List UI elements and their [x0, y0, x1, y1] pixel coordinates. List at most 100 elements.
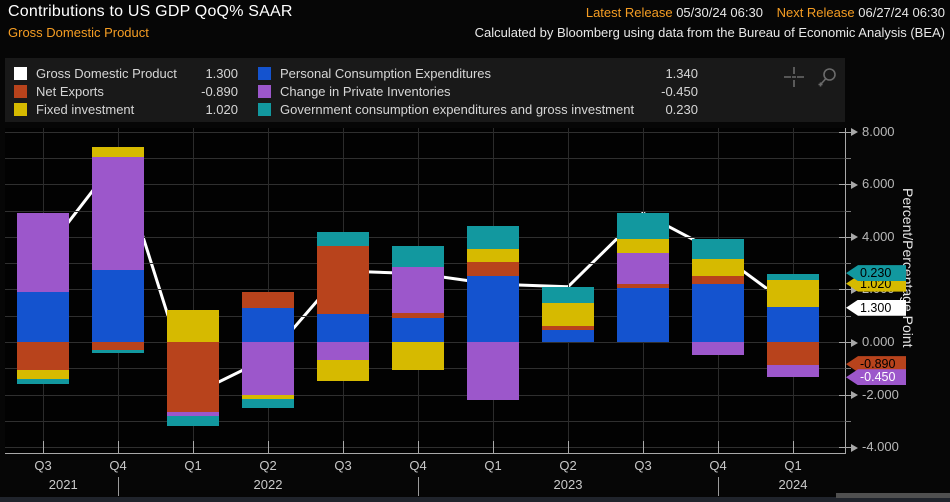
y-tick-label: 0.000	[862, 334, 895, 349]
bar-segment-pce	[392, 318, 444, 342]
legend-item-government-consumption-expenditures[interactable]: Government consumption expenditures and …	[258, 100, 698, 118]
bar-segment-inventories	[692, 342, 744, 356]
x-axis-tick	[268, 441, 269, 453]
y-tick-minor	[845, 157, 851, 159]
legend-item-net-exports[interactable]: Net Exports -0.890	[14, 82, 238, 100]
bar-segment-net-exports	[242, 292, 294, 308]
x-year-label-2024: 2024	[778, 477, 808, 492]
legend-value: 1.020	[205, 101, 238, 117]
bar-segment-inventories	[317, 342, 369, 361]
x-axis-tick	[193, 441, 194, 453]
bar-segment-pce	[467, 276, 519, 342]
release-info: Latest Release 05/30/24 06:30 Next Relea…	[586, 5, 945, 20]
legend-item-fixed-investment[interactable]: Fixed investment 1.020	[14, 100, 238, 118]
y-tick-label: 4.000	[862, 228, 895, 244]
x-quarter-label: Q4	[109, 458, 127, 473]
next-release-label: Next Release	[776, 5, 855, 20]
bar-segment-pce	[317, 314, 369, 342]
bar-segment-inventories	[767, 365, 819, 378]
bar-segment-net-exports	[767, 342, 819, 366]
bar-segment-government	[92, 349, 144, 353]
y-tick-arrow	[851, 443, 858, 452]
legend-item-change-in-private[interactable]: Change in Private Inventories -0.450	[258, 82, 698, 100]
legend-swatch	[14, 84, 27, 98]
y-tick-label: 6.000	[862, 176, 895, 192]
latest-release-value: 05/30/24 06:30	[676, 5, 763, 20]
bar-segment-fixed-investment	[17, 369, 69, 379]
x-quarter-label: Q3	[334, 458, 352, 473]
bar-segment-net-exports	[542, 326, 594, 331]
page-subtitle: Gross Domestic Product	[8, 25, 149, 40]
bar-segment-pce	[767, 306, 819, 342]
legend-value: -0.450	[661, 83, 698, 99]
bar-segment-government	[542, 286, 594, 303]
x-axis-line	[5, 453, 846, 454]
bar-segment-inventories	[392, 267, 444, 314]
h-gridline	[5, 420, 845, 422]
crosshair-tool-button[interactable]	[779, 62, 809, 92]
x-quarter-label: Q4	[709, 458, 727, 473]
bar-segment-fixed-investment	[542, 302, 594, 327]
legend-swatch	[258, 102, 271, 116]
bar-segment-government	[317, 231, 369, 246]
legend-swatch	[14, 66, 27, 80]
x-axis-tick	[118, 441, 119, 453]
bar-segment-inventories	[242, 342, 294, 395]
y-tick-minor	[845, 420, 851, 422]
bar-segment-government	[692, 239, 744, 260]
bar-segment-government	[767, 273, 819, 280]
magnifier-icon	[818, 68, 836, 87]
axis-tag-0.230: 0.230	[846, 265, 906, 282]
bar-segment-government	[167, 415, 219, 427]
legend-label: Fixed investment	[36, 101, 135, 117]
plot-area[interactable]	[5, 128, 845, 453]
v-gridline	[268, 128, 269, 453]
legend-label: Government consumption expenditures and …	[280, 101, 635, 117]
y-tick-label: -2.000	[862, 386, 899, 402]
zoom-tool-button[interactable]	[813, 62, 843, 92]
bar-segment-inventories	[167, 411, 219, 416]
y-tick-label: 8.000	[862, 123, 895, 139]
legend-label: Gross Domestic Product	[36, 65, 177, 81]
y-tick-major	[839, 184, 851, 186]
legend-label: Personal Consumption Expenditures	[280, 65, 492, 81]
legend-item-gross-domestic-product[interactable]: Gross Domestic Product 1.300	[14, 64, 238, 82]
bar-segment-inventories	[617, 252, 669, 285]
bar-segment-net-exports	[392, 313, 444, 319]
y-tick-major	[839, 131, 851, 133]
legend-value: 0.230	[665, 101, 698, 117]
y-tick-major	[839, 342, 851, 343]
bar-segment-fixed-investment	[617, 239, 669, 253]
legend-swatch	[258, 84, 271, 98]
bar-segment-pce	[242, 307, 294, 342]
bar-segment-fixed-investment	[692, 259, 744, 277]
bar-segment-inventories	[17, 213, 69, 293]
x-quarter-label: Q3	[34, 458, 52, 473]
axis-tag-1.300: 1.300	[846, 299, 906, 316]
bar-segment-pce	[92, 269, 144, 342]
page-title: Contributions to US GDP QoQ% SAAR	[8, 3, 293, 20]
x-quarter-label: Q2	[559, 458, 577, 473]
y-tick-arrow	[851, 233, 858, 242]
bar-segment-pce	[542, 330, 594, 342]
x-year-label-2021: 2021	[48, 477, 78, 492]
x-quarter-label: Q3	[634, 458, 652, 473]
x-axis-tick	[568, 441, 569, 453]
x-year-label-2023: 2023	[553, 477, 583, 492]
bar-segment-fixed-investment	[167, 310, 219, 342]
y-tick-major	[839, 289, 851, 291]
y-tick-minor	[845, 315, 851, 317]
x-quarter-label: Q1	[184, 458, 202, 473]
x-quarter-label: Q1	[784, 458, 802, 473]
legend-item-personal-consumption-expenditures[interactable]: Personal Consumption Expenditures 1.340	[258, 64, 698, 82]
h-gridline	[5, 131, 845, 133]
bar-segment-fixed-investment	[392, 342, 444, 370]
legend-value: 1.340	[665, 65, 698, 81]
h-gridline	[5, 210, 845, 212]
bar-segment-government	[17, 378, 69, 385]
x-quarter-label: Q1	[484, 458, 502, 473]
y-tick-major	[839, 394, 851, 396]
legend-label: Change in Private Inventories	[280, 83, 451, 99]
v-gridline	[193, 128, 194, 453]
horizontal-scrollbar-thumb[interactable]	[836, 493, 950, 498]
